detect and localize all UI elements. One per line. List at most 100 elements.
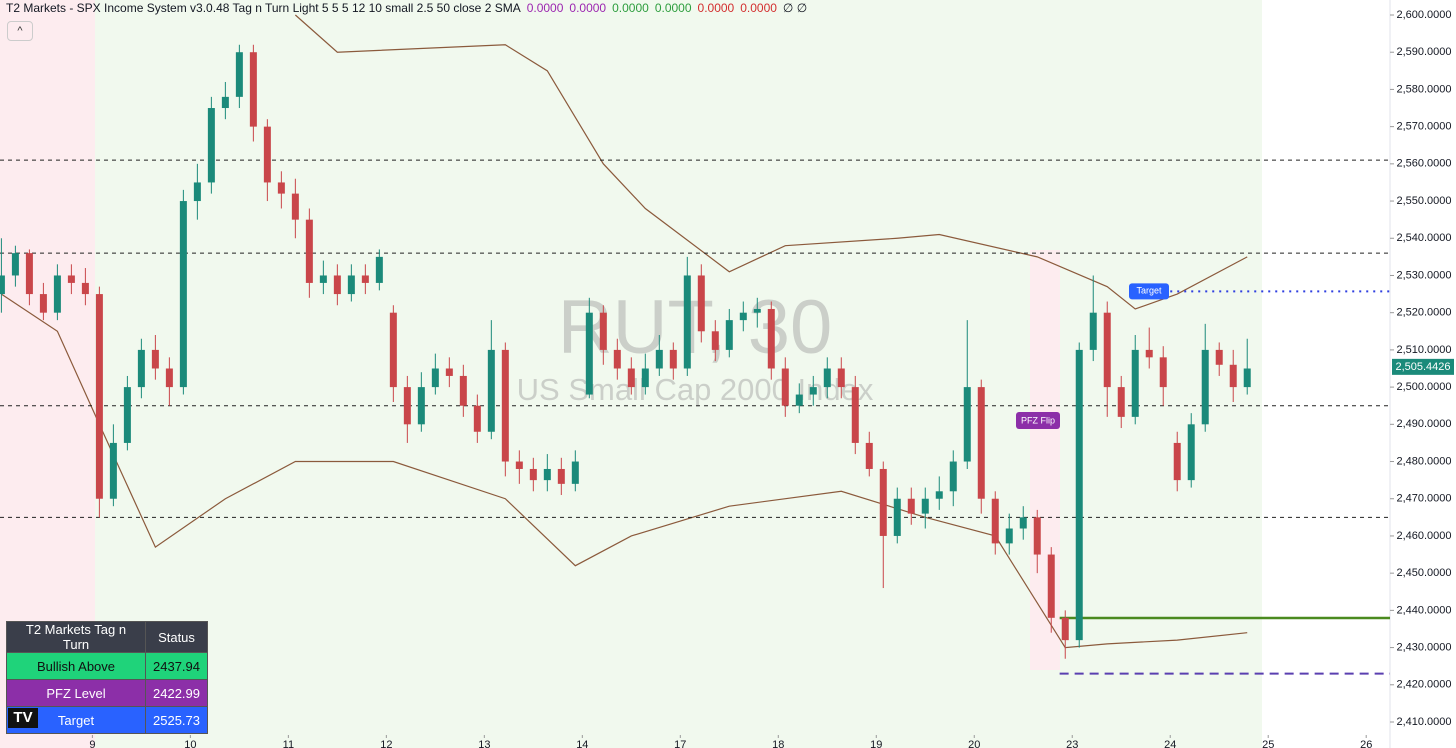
candle-body	[1145, 349, 1153, 358]
candle-body	[1187, 424, 1195, 481]
candle-body	[739, 312, 747, 321]
candle-body	[333, 275, 341, 295]
x-tick-label: 26	[1360, 739, 1372, 748]
candle-body	[781, 368, 789, 406]
candle-body	[865, 442, 873, 469]
indicator-value: 0.0000	[740, 1, 777, 15]
x-tick-label: 25	[1262, 739, 1274, 748]
y-tick-label: 2,560.0000	[1396, 158, 1451, 170]
watermark: US Small Cap 2000 Index	[517, 372, 874, 407]
candle-body	[235, 52, 243, 97]
collapse-button[interactable]: ^	[7, 21, 33, 41]
candle-body	[1215, 349, 1223, 365]
row-value: 2422.99	[145, 679, 208, 707]
y-tick-label: 2,530.0000	[1396, 269, 1451, 281]
indicator-value: 0.0000	[612, 1, 649, 15]
target-tag	[1129, 283, 1169, 300]
candle-body	[1033, 517, 1041, 555]
candle-body	[417, 387, 425, 425]
candle-body	[585, 312, 593, 395]
candle-body	[837, 368, 845, 388]
candle-body	[753, 308, 761, 313]
x-tick-label: 20	[968, 739, 980, 748]
status-table: T2 Markets Tag n Turn Status Bullish Abov…	[6, 621, 208, 734]
watermark: RUT, 30	[558, 285, 833, 370]
indicator-value: 0.0000	[569, 1, 607, 15]
band-line	[1, 293, 1248, 649]
y-tick-label: 2,460.0000	[1396, 530, 1451, 542]
candle-body	[543, 468, 551, 481]
bg-zone	[1030, 250, 1060, 670]
candle-body	[1061, 617, 1069, 641]
candle-body	[1131, 349, 1139, 417]
x-tick-label: 11	[283, 739, 294, 748]
candle-body	[823, 368, 831, 388]
row-value: 2437.94	[145, 652, 208, 680]
candle-body	[431, 368, 439, 388]
candle-body	[319, 275, 327, 283]
candle-body	[0, 275, 5, 295]
candle-body	[1047, 554, 1055, 618]
candle-body	[207, 108, 215, 183]
candle-body	[445, 368, 453, 376]
indicator-value: 0.0000	[697, 1, 735, 15]
candle-body	[501, 349, 509, 462]
candle-body	[1243, 368, 1251, 388]
y-tick-label: 2,490.0000	[1396, 418, 1451, 430]
candle-body	[1229, 364, 1237, 388]
candle-body	[809, 387, 817, 395]
candle-body	[137, 349, 145, 388]
candle-body	[1019, 517, 1027, 529]
candle-body	[921, 498, 929, 514]
candle-body	[529, 468, 537, 481]
x-tick-label: 17	[674, 739, 686, 748]
y-tick-label: 2,440.0000	[1396, 604, 1451, 616]
candle-body	[935, 491, 943, 499]
indicator-value: 0.0000	[654, 1, 692, 15]
x-tick-label: 12	[380, 739, 392, 748]
y-tick-label: 2,520.0000	[1396, 307, 1451, 319]
candle-body	[515, 461, 523, 469]
candle-body	[571, 461, 579, 484]
candle-body	[613, 349, 621, 369]
candle-body	[151, 349, 159, 369]
y-tick-label: 2,580.0000	[1396, 83, 1451, 95]
band-line	[294, 14, 1248, 310]
table-header: Status	[145, 621, 208, 653]
candle-body	[655, 349, 663, 369]
y-tick-label: 2,410.0000	[1396, 716, 1451, 728]
candle-body	[389, 312, 397, 388]
row-label: Bullish Above	[6, 652, 146, 680]
candle-body	[25, 253, 33, 295]
candle-body	[1159, 357, 1167, 388]
candle-body	[179, 201, 187, 388]
logo[interactable]: TV	[8, 708, 38, 728]
candle-body	[347, 275, 355, 295]
candle-body	[473, 405, 481, 432]
y-tick-label: 2,480.0000	[1396, 455, 1451, 467]
candle-body	[81, 282, 89, 295]
candle-body	[851, 387, 859, 443]
pfz-flip-tag	[1016, 412, 1060, 429]
pfz-flip-label: PFZ Flip	[1021, 415, 1055, 425]
y-tick-label: 2,420.0000	[1396, 679, 1451, 691]
table-row: PFZ Level 2422.99	[6, 679, 208, 707]
target-tag-label: Target	[1136, 286, 1162, 296]
y-tick-label: 2,510.0000	[1396, 344, 1451, 356]
candle-body	[725, 320, 733, 350]
candle-body	[53, 275, 61, 313]
candle-body	[977, 387, 985, 499]
candle-body	[1173, 442, 1181, 481]
candle-body	[249, 52, 257, 127]
x-tick-label: 14	[576, 739, 588, 748]
candle-body	[963, 387, 971, 462]
candle-body	[1117, 387, 1125, 417]
candle-body	[893, 498, 901, 536]
candle-body	[459, 375, 467, 406]
y-tick-label: 2,540.0000	[1396, 232, 1451, 244]
candle-body	[39, 294, 47, 313]
y-tick-label: 2,550.0000	[1396, 195, 1451, 207]
x-tick-label: 24	[1164, 739, 1176, 748]
y-tick-label: 2,590.0000	[1396, 46, 1451, 58]
